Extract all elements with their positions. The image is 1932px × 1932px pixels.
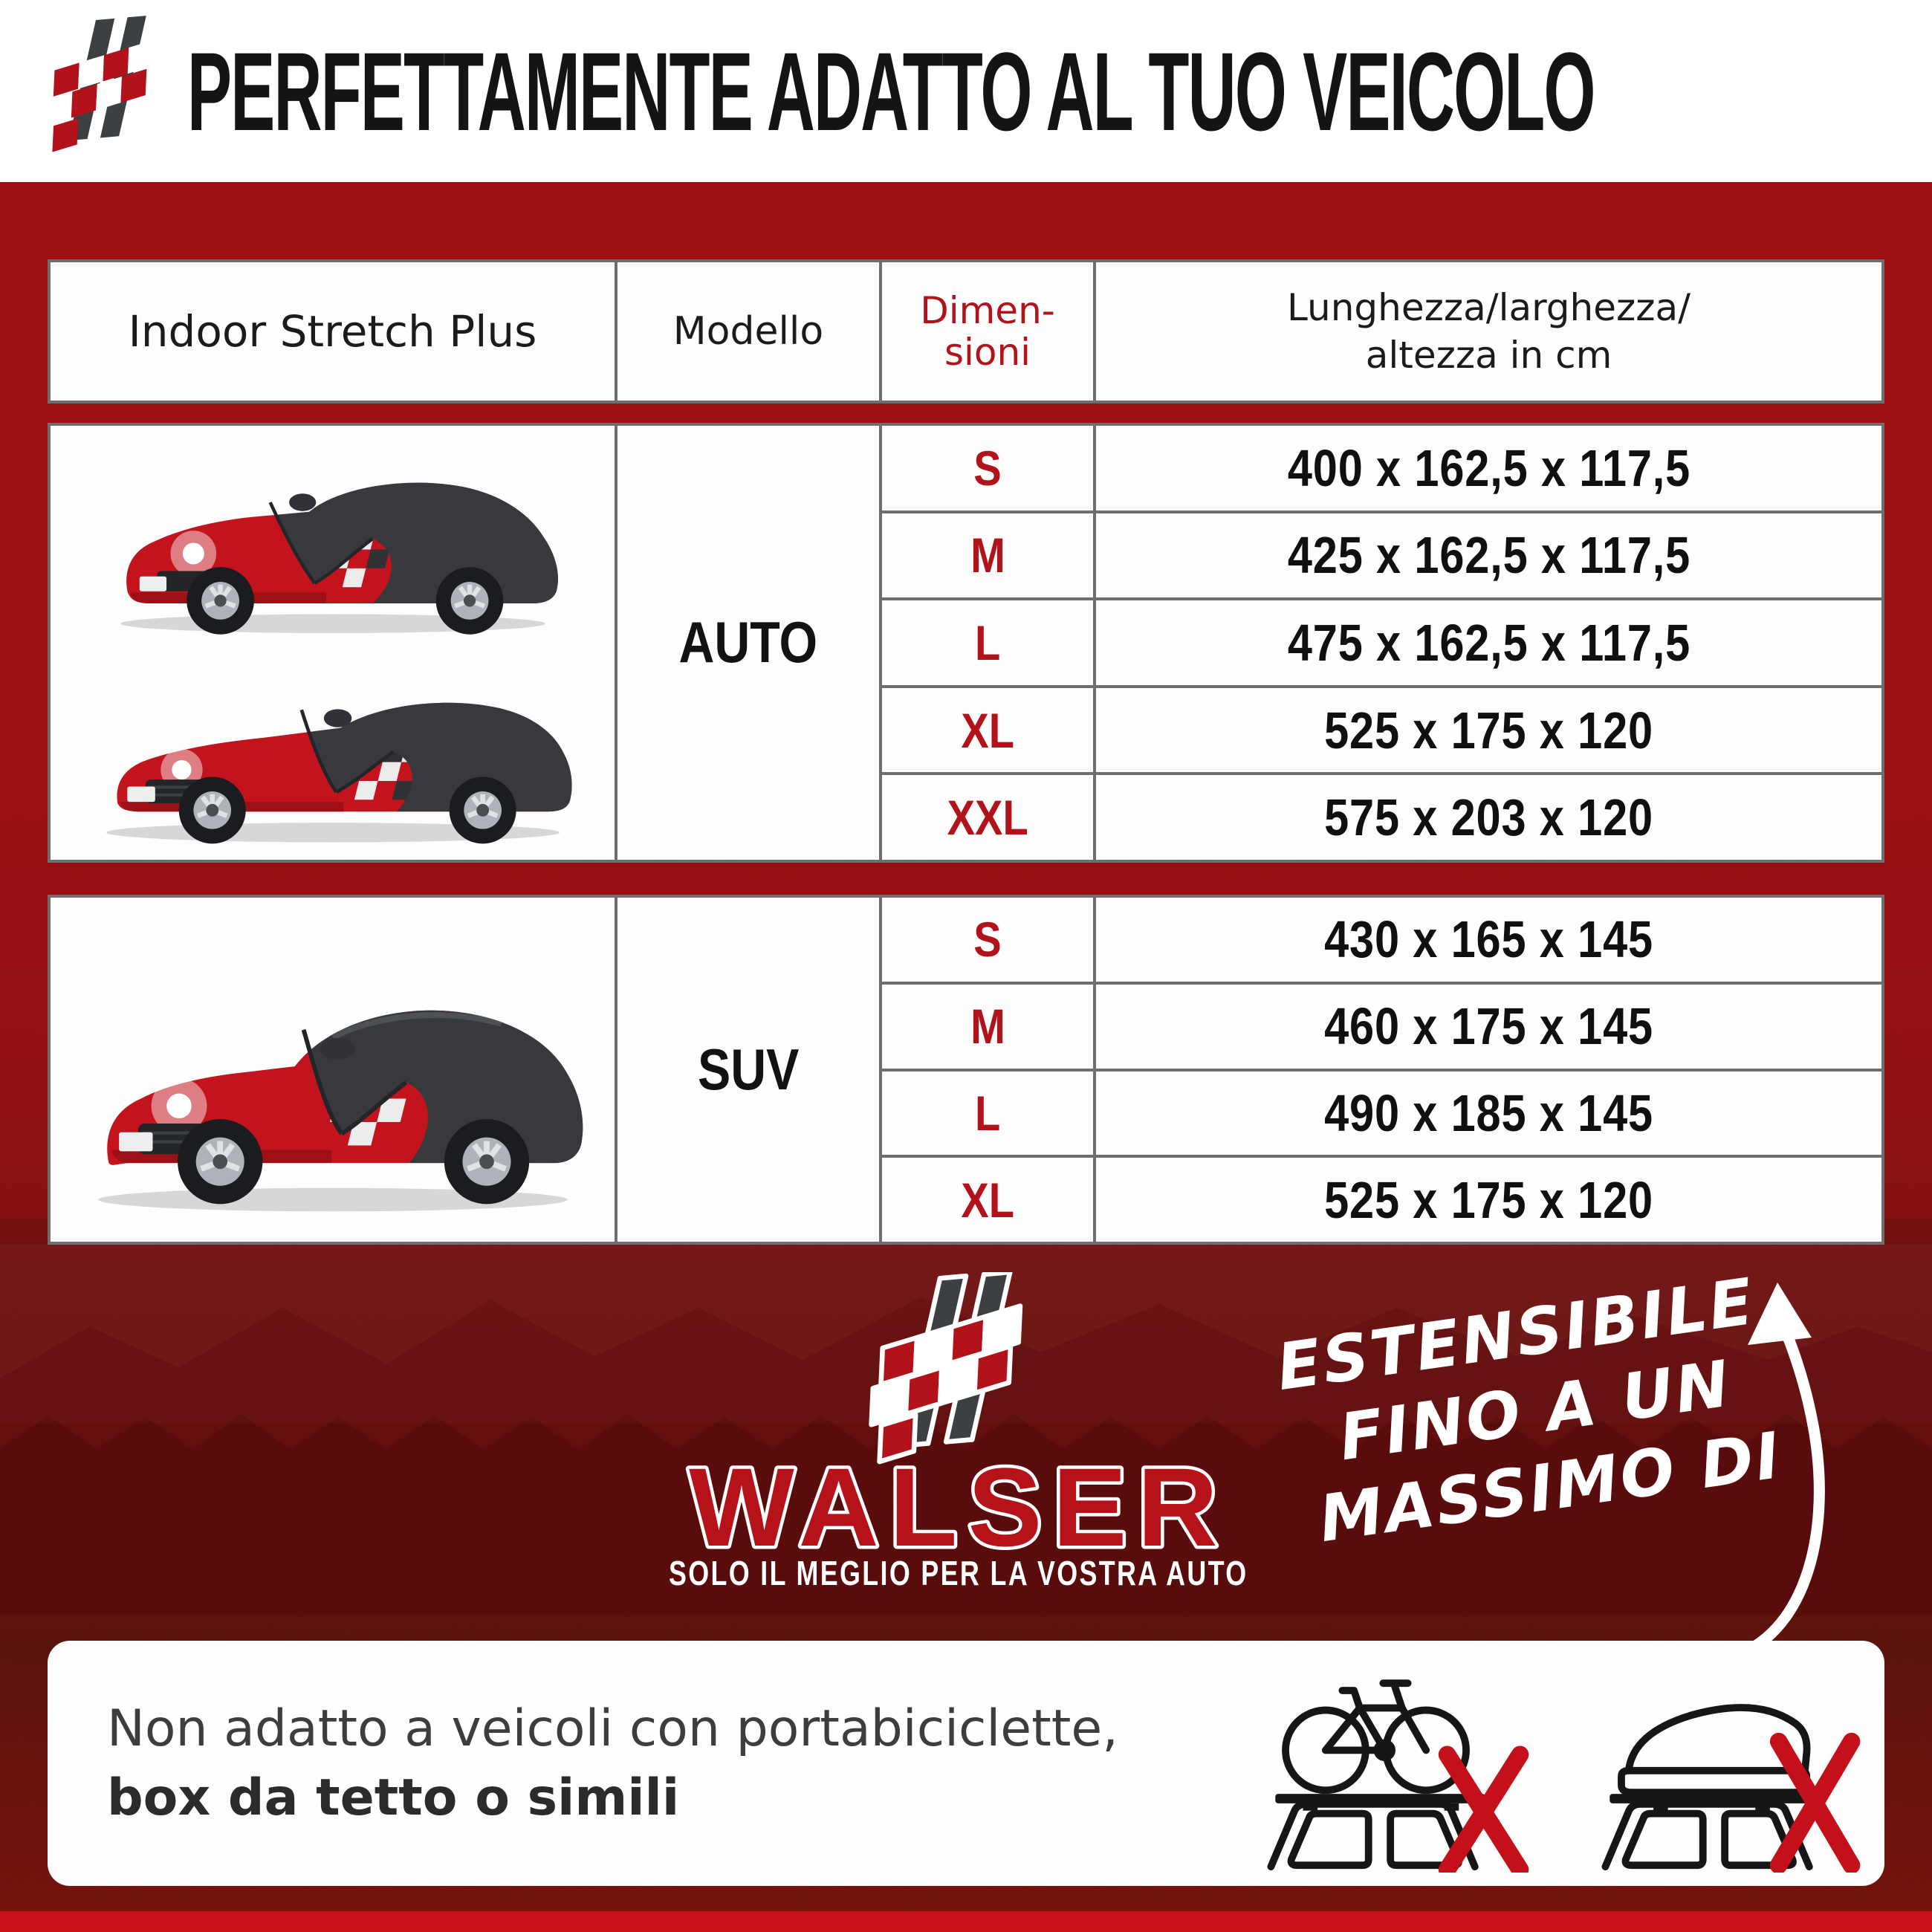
size-value: XL xyxy=(961,702,1014,758)
header-band xyxy=(0,0,1932,182)
walser-wordmark: WALSER xyxy=(686,1443,1228,1569)
model-suv-cell: SUV xyxy=(617,898,879,1242)
column-header-product: Indoor Stretch Plus xyxy=(51,262,615,401)
table-section-auto: AUTO S 400 x 162,5 x 117,5 M 425 x 162,5… xyxy=(48,423,1884,863)
dimensions-value: 525 x 175 x 120 xyxy=(1324,701,1653,759)
column-header-size: Dimen- sioni xyxy=(882,262,1093,401)
size-value: L xyxy=(974,1085,1001,1141)
dimensions-cell: 525 x 175 x 120 xyxy=(1096,687,1881,773)
size-value: S xyxy=(973,440,1002,496)
covered-suv-image xyxy=(98,1010,583,1211)
size-cell: S xyxy=(882,426,1093,510)
size-value: S xyxy=(973,912,1002,967)
covered-hatchback-image xyxy=(120,482,558,635)
wheel xyxy=(177,1118,262,1204)
dimensions-value: 475 x 162,5 x 117,5 xyxy=(1287,613,1690,672)
wheel xyxy=(444,1118,529,1204)
dims-header-line1: Lunghezza/larghezza/ xyxy=(1287,286,1690,329)
curved-up-arrow-icon xyxy=(1737,1283,1825,1659)
size-cell: XXL xyxy=(882,775,1093,860)
dims-header-line2: altezza in cm xyxy=(1365,334,1612,377)
dimensions-cell: 400 x 162,5 x 117,5 xyxy=(1096,426,1881,510)
covered-coupe-image xyxy=(106,702,572,844)
walser-wordmark-text: WALSER xyxy=(689,1445,1228,1569)
size-header-line2: sioni xyxy=(944,331,1031,374)
size-cell: L xyxy=(882,1071,1093,1155)
model-suv-label: SUV xyxy=(697,1037,800,1102)
dimensions-value: 490 x 185 x 145 xyxy=(1324,1083,1653,1142)
dimensions-cell: 425 x 162,5 x 117,5 xyxy=(1096,513,1881,598)
walser-checkered-flag-icon xyxy=(46,16,154,152)
auto-images-cell xyxy=(51,426,615,860)
size-cell: L xyxy=(882,600,1093,685)
dimensions-cell: 525 x 175 x 120 xyxy=(1096,1158,1881,1242)
size-cell: XL xyxy=(882,687,1093,773)
size-cell: S xyxy=(882,898,1093,982)
table-section-suv: SUV S 430 x 165 x 145 M 460 x 175 x 145 … xyxy=(48,895,1884,1245)
dimensions-value: 430 x 165 x 145 xyxy=(1324,910,1653,969)
dimensions-value: 525 x 175 x 120 xyxy=(1324,1170,1653,1229)
page-title: PERFETTAMENTE ADATTO AL TUO VEICOLO xyxy=(187,21,1932,162)
dimensions-cell: 575 x 203 x 120 xyxy=(1096,775,1881,860)
bottom-red-strip xyxy=(0,1911,1932,1932)
notice-line2: box da tetto o simili xyxy=(107,1769,680,1827)
dimensions-cell: 490 x 185 x 145 xyxy=(1096,1071,1881,1155)
brand-tagline: SOLO IL MEGLIO PER LA VOSTRA AUTO xyxy=(572,1553,1345,1593)
notice-box: Non adatto a veicoli con portabiciclette… xyxy=(48,1641,1884,1886)
bike-roof-rack-crossed-icon xyxy=(1267,1679,1529,1873)
size-value: M xyxy=(970,528,1005,583)
dimensions-cell: 475 x 162,5 x 117,5 xyxy=(1096,600,1881,685)
size-header-line1: Dimen- xyxy=(920,289,1055,332)
size-cell: M xyxy=(882,984,1093,1069)
dimensions-value: 425 x 162,5 x 117,5 xyxy=(1287,526,1690,585)
model-auto-label: AUTO xyxy=(678,609,818,675)
size-value: XL xyxy=(961,1172,1014,1228)
dimensions-value: 575 x 203 x 120 xyxy=(1324,788,1653,847)
column-header-model: Modello xyxy=(617,262,879,401)
notice-text: Non adatto a veicoli con portabiciclette… xyxy=(107,1641,1118,1886)
wheel xyxy=(435,567,503,635)
table-header-row: Indoor Stretch Plus Modello Dimen- sioni… xyxy=(48,259,1884,403)
dimensions-value: 460 x 175 x 145 xyxy=(1324,997,1653,1056)
wheel xyxy=(186,567,254,635)
size-value: L xyxy=(974,615,1001,670)
wheel xyxy=(178,777,246,844)
column-header-dimensions: Lunghezza/larghezza/ altezza in cm xyxy=(1096,262,1881,401)
model-auto-cell: AUTO xyxy=(617,426,879,860)
dimensions-cell: 460 x 175 x 145 xyxy=(1096,984,1881,1069)
size-cell: M xyxy=(882,513,1093,598)
dimensions-value: 400 x 162,5 x 117,5 xyxy=(1287,438,1690,497)
wheel xyxy=(449,777,516,844)
size-value: M xyxy=(970,999,1005,1054)
product-name: Indoor Stretch Plus xyxy=(128,306,537,357)
roof-box-crossed-icon xyxy=(1601,1704,1861,1873)
dimensions-cell: 430 x 165 x 145 xyxy=(1096,898,1881,982)
model-header-text: Modello xyxy=(672,309,824,354)
notice-line1: Non adatto a veicoli con portabiciclette… xyxy=(107,1699,1118,1758)
red-cross-icon xyxy=(1438,1745,1529,1873)
size-value: XXL xyxy=(947,790,1028,846)
suv-image-cell xyxy=(51,898,615,1242)
page-title-text: PERFETTAMENTE ADATTO AL TUO VEICOLO xyxy=(187,28,1595,154)
size-cell: XL xyxy=(882,1158,1093,1242)
brand-tagline-text: SOLO IL MEGLIO PER LA VOSTRA AUTO xyxy=(669,1554,1248,1592)
